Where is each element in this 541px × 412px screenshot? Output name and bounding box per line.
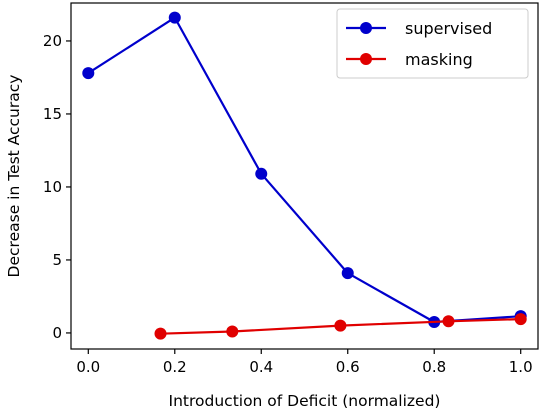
supervised-point [255,167,268,180]
plot-area-border [70,2,539,350]
legend-box [336,8,529,79]
y-axis-label: Decrease in Test Accuracy [5,75,23,278]
masking-point [334,319,347,332]
y-tick-label: 15 [43,105,62,123]
masking-point [514,313,527,326]
x-tick-label: 0.6 [336,358,360,376]
legend: supervised masking [336,8,529,79]
legend-label-masking: masking [405,50,473,69]
supervised-point [168,11,181,24]
y-tick-label: 10 [43,178,62,196]
legend-marker-masking [360,53,372,65]
masking-point [154,327,167,340]
masking-point [226,325,239,338]
axes-frame [70,2,539,350]
x-axis-ticks: 0.0 0.2 0.4 0.6 0.8 1.0 [76,349,533,376]
legend-marker-supervised [360,22,372,34]
x-tick-label: 0.0 [76,358,100,376]
x-tick-label: 0.4 [249,358,273,376]
y-axis-ticks: 0 5 10 15 20 [43,32,71,342]
legend-label-supervised: supervised [405,19,492,38]
supervised-point [82,67,95,80]
y-tick-label: 0 [52,324,62,342]
x-tick-label: 0.2 [163,358,187,376]
masking-point [442,315,455,328]
x-axis-label: Introduction of Deficit (normalized) [169,392,441,410]
supervised-point [341,267,354,280]
y-tick-label: 5 [52,251,62,269]
x-tick-label: 1.0 [509,358,533,376]
series-layer [82,11,527,340]
y-tick-label: 20 [43,32,62,50]
x-tick-label: 0.8 [422,358,446,376]
